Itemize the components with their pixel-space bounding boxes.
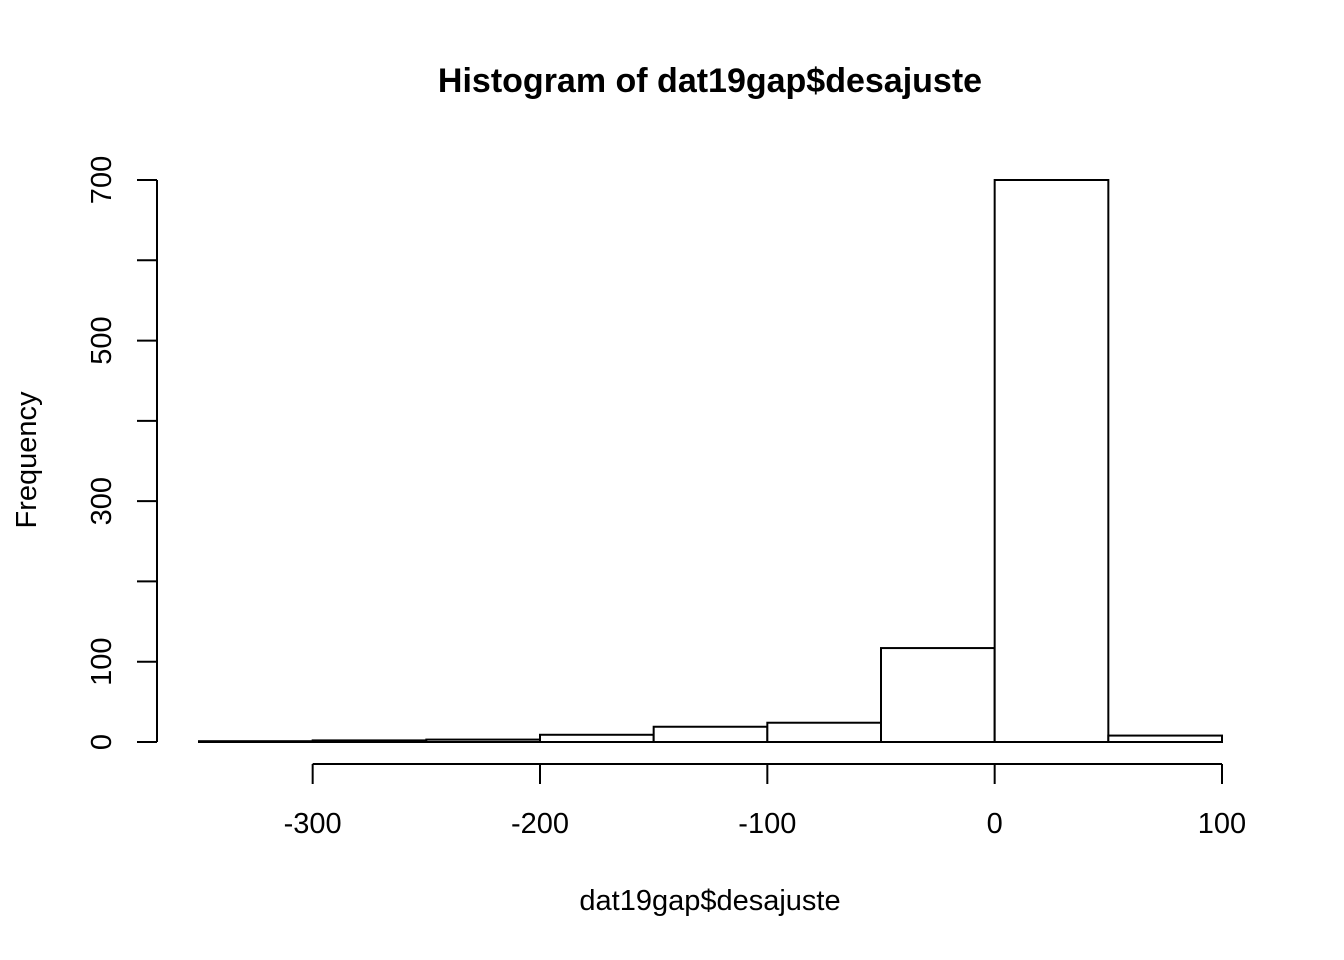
x-axis-label: dat19gap$desajuste: [579, 885, 840, 917]
x-tick-label: -200: [511, 808, 569, 840]
histogram-bars: [198, 179, 1224, 744]
histogram-bar: [425, 738, 542, 744]
histogram-bar: [311, 739, 428, 744]
y-tick-label: 500: [86, 316, 118, 364]
y-tick-label: 300: [86, 477, 118, 525]
histogram-bar: [766, 721, 882, 744]
histogram-bar: [539, 733, 655, 744]
y-axis: 0 100 300 500 700: [86, 156, 158, 750]
histogram-bar: [652, 725, 769, 744]
x-tick-label: 0: [987, 808, 1003, 840]
y-tick-label: 700: [86, 156, 118, 204]
y-tick-label: 100: [86, 638, 118, 686]
histogram-bar: [880, 647, 996, 744]
x-tick-label: -300: [284, 808, 342, 840]
y-tick-label: 0: [86, 734, 118, 750]
y-axis-label: Frequency: [11, 391, 43, 529]
chart-title: Histogram of dat19gap$desajuste: [438, 62, 982, 100]
histogram-bar: [198, 740, 314, 744]
x-tick-label: 100: [1198, 808, 1246, 840]
x-tick-label: -100: [738, 808, 796, 840]
histogram-bar: [1107, 734, 1224, 744]
histogram-bar: [993, 179, 1110, 743]
x-axis: -300 -200 -100 0 100: [284, 763, 1246, 840]
